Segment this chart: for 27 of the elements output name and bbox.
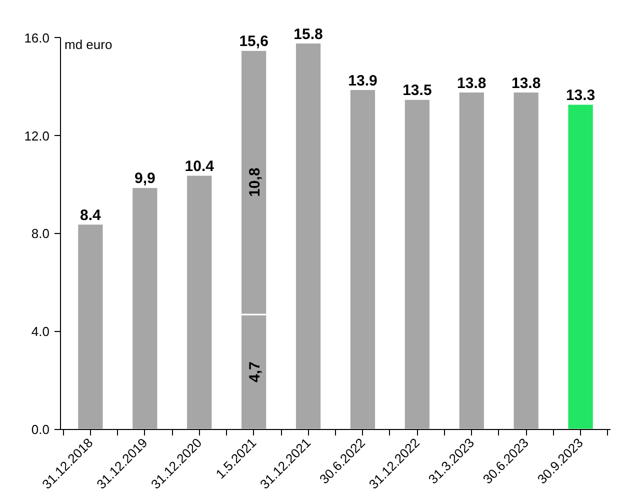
total-label: 15,6	[239, 33, 268, 50]
total-label: 10.4	[184, 158, 215, 175]
y-axis-title: md euro	[64, 36, 112, 52]
bar	[348, 88, 377, 430]
bar	[76, 223, 104, 430]
y-tick-label: 0.0	[31, 422, 50, 437]
data-label: 10,8	[246, 168, 264, 197]
data-label: 4,7	[246, 362, 264, 382]
total-label: 13.5	[402, 82, 432, 100]
total-label: 13.8	[457, 74, 486, 92]
total-label: 9,9	[134, 170, 156, 188]
bar	[512, 91, 540, 430]
total-label: 13.3	[566, 86, 596, 104]
y-tick-label: 8.0	[31, 226, 50, 242]
total-label: 13.9	[348, 72, 378, 90]
bar	[458, 91, 486, 430]
bar	[403, 98, 431, 430]
total-label: 13.8	[511, 74, 541, 92]
total-label: 15.8	[294, 26, 323, 43]
bar	[131, 186, 159, 430]
total-label: 8.4	[80, 206, 102, 224]
y-tick-label: 4.0	[31, 324, 50, 340]
bar	[186, 174, 214, 430]
y-tick-label: 12.0	[24, 128, 50, 144]
y-tick-label: 16.0	[24, 30, 50, 46]
bar	[294, 42, 322, 430]
bar	[566, 103, 594, 430]
